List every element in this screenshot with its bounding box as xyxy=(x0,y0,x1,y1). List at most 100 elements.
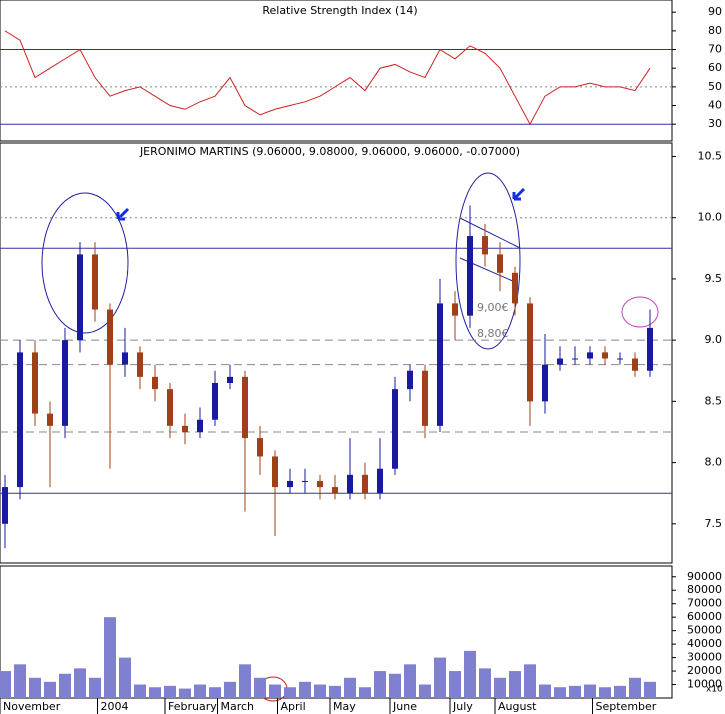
candle-body xyxy=(257,438,263,457)
volume-bar xyxy=(59,673,71,698)
candle-body xyxy=(242,376,248,439)
volume-bar xyxy=(344,677,356,698)
x-tick-label: September xyxy=(596,700,657,713)
candle-body xyxy=(572,358,578,360)
rsi-title: Relative Strength Index (14) xyxy=(262,4,417,17)
volume-bar xyxy=(359,687,371,698)
highlight-ellipse xyxy=(455,172,521,350)
candle-body xyxy=(32,352,38,414)
candle-body xyxy=(287,480,293,488)
volume-bar xyxy=(584,684,596,698)
candle-body xyxy=(62,340,68,426)
volume-bar xyxy=(74,668,86,698)
volume-bar xyxy=(269,684,281,698)
candle-body xyxy=(107,309,113,365)
y-tick-label: 20000 xyxy=(687,664,722,677)
volume-bar xyxy=(404,664,416,698)
volume-bar xyxy=(644,681,656,698)
candle-body xyxy=(197,419,203,432)
volume-bar xyxy=(134,684,146,698)
volume-bar xyxy=(209,687,221,698)
y-tick-label: 10.0 xyxy=(698,211,723,224)
y-tick-label: 10000 xyxy=(687,678,722,691)
y-tick-label: 40000 xyxy=(687,637,722,650)
candle-body xyxy=(482,236,488,255)
candle-body xyxy=(422,370,428,426)
candle-body xyxy=(512,272,518,304)
y-tick-label: 50 xyxy=(708,80,722,93)
volume-bar xyxy=(299,681,311,698)
candle-body xyxy=(332,487,338,494)
candle-body xyxy=(92,254,98,310)
volume-bar xyxy=(449,671,461,698)
candle-body xyxy=(392,389,398,469)
volume-bar xyxy=(434,657,446,698)
y-tick-label: 60 xyxy=(708,61,722,74)
candle-body xyxy=(77,254,83,341)
y-tick-label: 90000 xyxy=(687,570,722,583)
x-tick-label: March xyxy=(221,700,255,713)
candle-body xyxy=(362,474,368,494)
volume-bar xyxy=(569,685,581,698)
volume-bar xyxy=(494,677,506,698)
volume-bar xyxy=(389,673,401,698)
volume-bar xyxy=(629,677,641,698)
candle-body xyxy=(182,425,188,432)
x-tick-label: July xyxy=(452,700,473,713)
candle-body xyxy=(497,254,503,273)
volume-bar xyxy=(554,687,566,698)
volume-bar xyxy=(539,684,551,698)
arrow xyxy=(512,187,526,201)
volume-bar xyxy=(464,650,476,698)
volume-bar xyxy=(14,664,26,698)
volume-bar xyxy=(194,684,206,698)
candle-body xyxy=(167,389,173,426)
y-tick-label: 8.5 xyxy=(705,394,723,407)
candle-body xyxy=(647,327,653,371)
volume-bar xyxy=(284,687,296,698)
volume-bar xyxy=(239,664,251,698)
candle-body xyxy=(602,352,608,359)
candle-body xyxy=(17,352,23,488)
candle-body xyxy=(152,376,158,390)
candle-body xyxy=(377,468,383,494)
volume-bar xyxy=(44,681,56,698)
candle-body xyxy=(272,456,278,488)
annotation: 8,80€ xyxy=(477,327,509,340)
candle-body xyxy=(2,487,8,524)
candle-body xyxy=(587,352,593,359)
candle-body xyxy=(452,303,458,316)
candle-body xyxy=(557,358,563,365)
rsi-panel xyxy=(0,0,673,142)
x-tick-label: 2004 xyxy=(101,700,129,713)
volume-bar xyxy=(524,664,536,698)
volume-bar xyxy=(224,681,236,698)
volume-bar xyxy=(419,684,431,698)
volume-bar xyxy=(89,677,101,698)
y-tick-label: 30000 xyxy=(687,651,722,664)
price-title: JERONIMO MARTINS (9.06000, 9.08000, 9.06… xyxy=(139,145,520,158)
y-tick-label: 70000 xyxy=(687,597,722,610)
candle-body xyxy=(632,358,638,371)
volume-bar xyxy=(509,671,521,698)
candle-body xyxy=(317,480,323,488)
x-tick-label: May xyxy=(333,700,356,713)
volume-bar xyxy=(179,688,191,698)
candle-body xyxy=(302,480,308,482)
y-tick-label: 70 xyxy=(708,43,722,56)
candle-body xyxy=(347,474,353,494)
candle-body xyxy=(122,352,128,365)
candle-body xyxy=(212,383,218,420)
candle-body xyxy=(617,358,623,360)
price-panel xyxy=(0,142,673,564)
y-tick-label: 60000 xyxy=(687,610,722,623)
highlight-ellipse xyxy=(621,296,659,328)
candle-body xyxy=(437,303,443,426)
volume-bar xyxy=(119,657,131,698)
y-tick-label: 50000 xyxy=(687,624,722,637)
candle-body xyxy=(542,364,548,402)
volume-bar xyxy=(599,687,611,698)
volume-bar xyxy=(374,671,386,698)
candle-body xyxy=(527,303,533,402)
